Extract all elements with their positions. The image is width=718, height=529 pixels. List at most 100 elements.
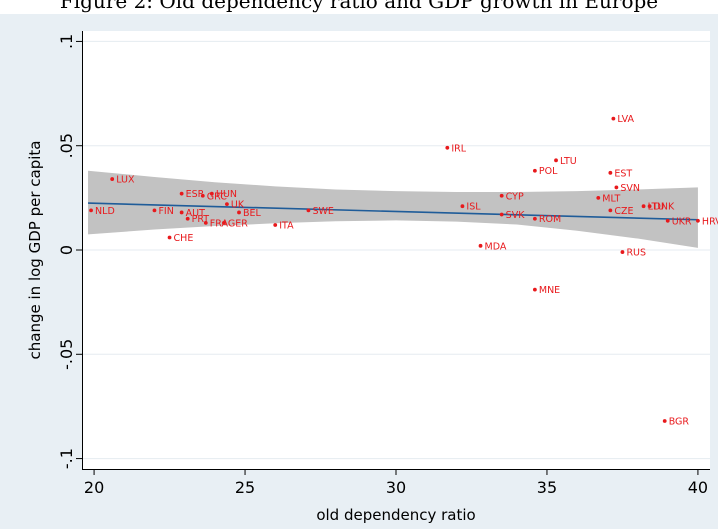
point-label: FIN [158,206,173,217]
point-label: AUT [186,208,205,219]
point-label: LTU [648,202,665,213]
data-point-ita: ITA [273,220,294,231]
y-tick-label: .1 [57,34,76,49]
y-tick-label: -.05 [57,339,76,370]
point-label: SVK [506,210,526,221]
data-point-aut: AUT [179,208,205,219]
data-point-hun: HUN [209,189,237,200]
point-label: LUX [116,175,135,186]
point-marker [608,208,613,213]
point-marker [110,177,115,181]
point-marker [611,116,616,121]
point-label: UKR [672,216,692,227]
data-point-cyp: CYP [499,191,524,202]
point-marker [478,243,483,248]
data-point-rus: RUS [620,248,646,259]
data-point-pol: POL [532,166,558,177]
point-label: SWE [312,206,333,217]
point-marker [200,193,205,198]
data-point-lva: LVA [611,114,635,125]
point-marker [167,235,172,240]
data-point-nld: NLD [89,206,115,217]
data-point-prt: PRT [185,214,210,225]
y-tick-label: -.1 [57,448,76,469]
point-marker [222,220,226,225]
gridlines [82,40,710,460]
point-label: UK [231,200,245,211]
point-marker [647,204,652,209]
point-label: BEL [243,208,262,219]
point-marker [445,145,450,150]
point-label: ITA [279,220,294,231]
point-marker [608,170,613,175]
data-point-mda: MDA [478,241,507,252]
point-marker [185,216,190,221]
point-marker [306,208,311,213]
point-label: FRA [210,218,229,229]
point-label: HUN [216,189,237,200]
point-label: POL [539,166,558,177]
data-point-ukr: UKR [665,216,692,227]
x-axis-ticks: 20 25 30 35 40 [84,469,708,497]
point-marker [596,195,601,200]
x-tick-label: 40 [688,478,708,497]
data-point-ltu: LTU [554,156,577,167]
point-label: NLD [95,206,115,217]
point-label: ISL [466,202,481,213]
point-marker [209,191,214,196]
point-marker [641,204,646,209]
x-tick-label: 35 [537,478,557,497]
data-point-dnk: DNK [647,202,675,213]
point-label: IRL [451,143,466,154]
point-label: HRV [702,216,718,227]
data-point-fra: FRA [203,218,229,229]
x-tick-label: 25 [235,478,255,497]
point-label: CHE [174,233,194,244]
y-axis-ticks: -.1 -.05 0 .05 .1 [57,34,82,469]
point-label: MDA [485,241,507,252]
point-marker [620,250,625,254]
point-marker [662,419,667,423]
point-marker [89,208,93,213]
point-label: GER [228,218,248,229]
data-point-lux: LUX [110,175,135,186]
data-point-ltu: LTU [641,202,665,213]
point-label: MLT [602,193,620,204]
point-label: RUS [626,248,646,259]
data-point-bel: BEL [237,208,262,219]
point-marker [614,185,619,190]
y-tick-label: 0 [57,245,76,255]
point-label: EST [614,168,632,179]
point-marker [554,158,558,163]
data-point-mne: MNE [532,285,560,296]
point-label: ROM [539,214,561,225]
data-point-grc: GRC [200,191,227,202]
point-marker [273,223,278,227]
data-point-hrv: HRV [696,216,718,227]
y-axis-title: change in log GDP per capita [26,141,44,360]
point-marker [179,191,184,196]
point-label: DNK [654,202,675,213]
figure-title: Figure 2: Old dependency ratio and GDP g… [59,0,659,13]
data-point-svk: SVK [499,210,526,221]
point-marker [532,168,537,173]
point-marker [532,216,537,221]
point-marker [152,208,157,213]
point-marker [460,204,465,209]
fit-line [88,202,698,221]
chart-frame: NLD LUX FIN CHE ESP AUT PRT GRC HUN FRA GER UK BEL IT… [0,14,718,529]
point-marker [665,218,670,223]
point-marker [499,193,504,198]
data-point-che: CHE [167,233,194,244]
data-point-svn: SVN [614,183,640,194]
point-label: SVN [620,183,640,194]
data-point-est: EST [608,168,632,179]
point-label: LVA [617,114,634,125]
point-marker [203,220,208,225]
data-point-cze: CZE [608,206,634,217]
data-point-fin: FIN [152,206,174,217]
point-label: MNE [539,285,560,296]
point-label: PRT [192,214,210,225]
